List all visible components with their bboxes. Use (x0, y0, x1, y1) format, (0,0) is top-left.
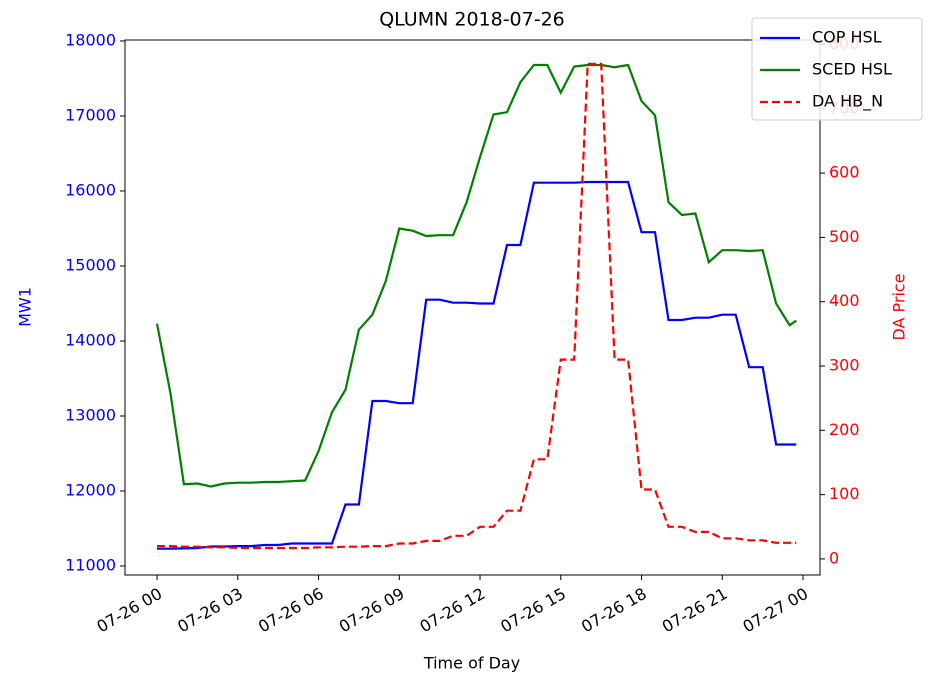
x-tick-label: 07-26 03 (174, 584, 246, 636)
y2-tick-label: 600 (829, 163, 860, 182)
plot-frame (124, 39, 821, 576)
x-tick-label: 07-26 06 (255, 584, 327, 636)
x-tick-label: 07-26 09 (336, 584, 408, 636)
x-tick-label: 07-26 15 (497, 584, 569, 636)
x-tick-label: 07-27 00 (739, 584, 811, 636)
y2-tick-label: 500 (829, 227, 860, 246)
chart-title: QLUMN 2018-07-26 (379, 9, 565, 31)
y-tick-label: 18000 (65, 30, 116, 49)
legend-label: DA HB_N (812, 92, 883, 112)
y2-tick-label: 100 (829, 484, 860, 503)
y-tick-label: 12000 (65, 480, 116, 499)
line (157, 62, 797, 550)
x-tick-label: 07-26 18 (578, 584, 650, 636)
y2-tick-label: 400 (829, 291, 860, 310)
y2-tick-label: 300 (829, 356, 860, 375)
line (157, 180, 797, 550)
x-tick-label: 07-26 00 (93, 584, 165, 636)
legend-label: COP HSL (812, 28, 882, 47)
y-tick-label: 13000 (65, 405, 116, 424)
line (155, 63, 797, 488)
y2-axis-label: DA Price (890, 273, 909, 340)
y-tick-label: 14000 (65, 330, 116, 349)
legend-label: SCED HSL (812, 60, 892, 79)
y2-tick-label: 0 (829, 548, 839, 567)
y-tick-label: 16000 (65, 180, 116, 199)
y2-tick-label: 200 (829, 420, 860, 439)
x-axis-label: Time of Day (423, 654, 520, 673)
x-tick-label: 07-26 21 (659, 584, 731, 636)
x-tick-label: 07-26 12 (416, 584, 488, 636)
y-tick-label: 15000 (65, 255, 116, 274)
y-tick-label: 17000 (65, 105, 116, 124)
legend-box (751, 17, 923, 121)
y-axis-label: MW1 (16, 287, 35, 327)
y-tick-label: 11000 (65, 555, 116, 574)
